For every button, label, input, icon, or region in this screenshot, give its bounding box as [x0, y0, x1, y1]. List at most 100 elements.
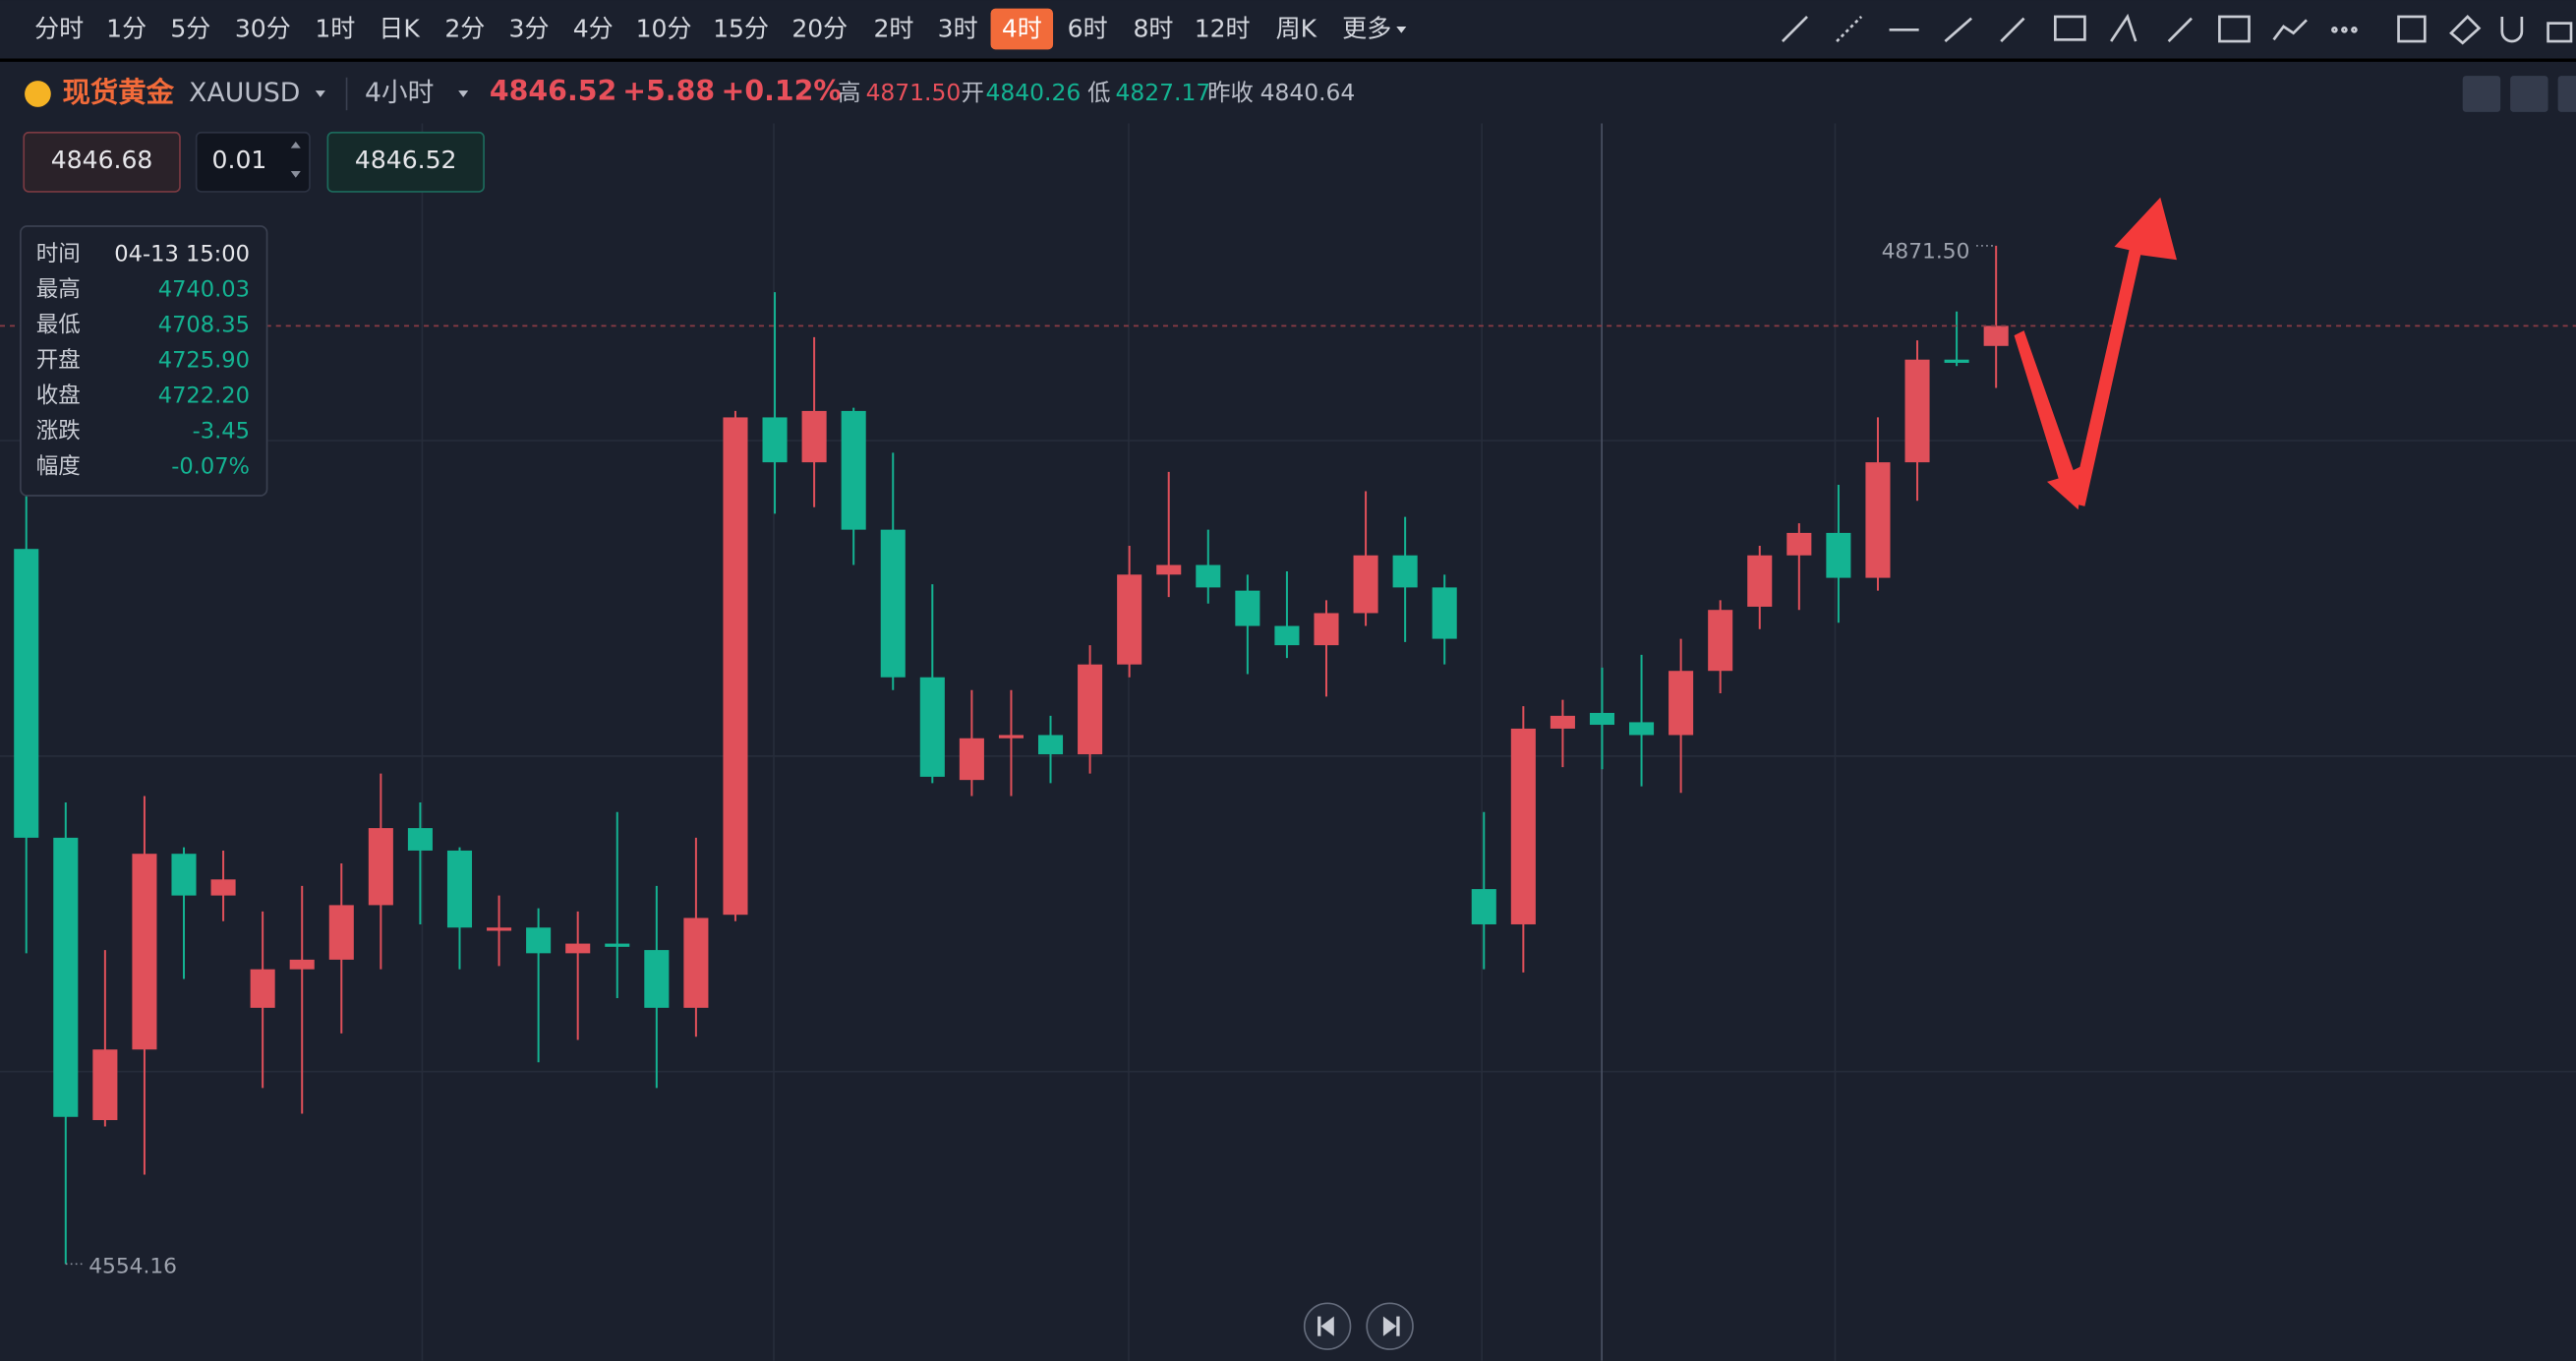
tool-icon[interactable] — [2110, 13, 2137, 42]
toolbar — [0, 0, 2576, 60]
candle-body — [328, 905, 354, 960]
candle-body — [1944, 359, 1969, 363]
candle-body — [1235, 590, 1260, 626]
tooltip-label: 时间 — [36, 242, 81, 267]
tool-icon[interactable] — [2167, 17, 2193, 42]
tool-icon[interactable] — [1782, 16, 1808, 42]
timeframe[interactable]: 4分 — [573, 14, 614, 42]
button[interactable] — [2510, 76, 2548, 112]
tool-icon[interactable] — [1944, 17, 1972, 43]
stat-value: 4840.64 — [1260, 79, 1356, 106]
timeframe[interactable]: 20分 — [791, 14, 848, 42]
timeframe[interactable]: 30分 — [235, 14, 291, 42]
candle-body — [1314, 613, 1339, 646]
candle-body — [132, 854, 157, 1050]
tool-icon[interactable] — [2547, 22, 2573, 43]
tool-icon[interactable] — [2272, 19, 2308, 41]
timeframe[interactable]: 10分 — [636, 14, 692, 42]
sell-box[interactable] — [23, 131, 181, 193]
timeframe[interactable]: 3时 — [938, 14, 978, 42]
high-label: 4871.50 — [1882, 240, 1970, 265]
symbol-code[interactable]: XAUUSD — [189, 78, 300, 108]
candle-body — [1629, 722, 1655, 736]
sell-price: 4846.68 — [51, 146, 153, 174]
candle-body — [526, 927, 552, 954]
dropdown-caret — [1396, 26, 1407, 33]
candle-body — [1510, 728, 1536, 924]
timeframe[interactable]: 2分 — [444, 14, 485, 42]
candle-body — [998, 735, 1024, 739]
timeframe[interactable]: 12时 — [1195, 14, 1251, 42]
spin-up[interactable] — [290, 141, 301, 148]
stat-value: 4871.50 — [866, 79, 962, 106]
tool-icon[interactable] — [2449, 15, 2482, 45]
candle-body — [801, 410, 827, 463]
button[interactable] — [2462, 76, 2501, 112]
candle-body — [1274, 625, 1300, 646]
tool-icon[interactable] — [2341, 26, 2348, 33]
tool-icon[interactable] — [2351, 26, 2358, 33]
spin-down[interactable] — [290, 171, 301, 178]
candle-body — [1432, 587, 1457, 639]
candle-body — [723, 417, 748, 916]
stat-label: 低 — [1087, 79, 1110, 106]
candle-body — [841, 410, 866, 530]
candle-body — [1669, 671, 1694, 736]
candle-body — [1471, 889, 1496, 924]
timeframe[interactable]: 3分 — [509, 14, 550, 42]
stat-label: 昨收 — [1207, 79, 1254, 106]
timeframe[interactable]: 1时 — [315, 14, 355, 42]
timeframe[interactable]: 8时 — [1133, 14, 1173, 42]
candle-body — [14, 549, 39, 838]
button[interactable] — [2557, 76, 2576, 112]
timeframe[interactable]: 15分 — [713, 14, 769, 42]
price: 4846.52 — [490, 75, 616, 107]
candle-body — [1708, 610, 1733, 672]
tool-icon[interactable] — [2053, 15, 2086, 41]
tooltip-value: 04-13 15:00 — [114, 242, 250, 267]
tooltip-value: -3.45 — [193, 418, 250, 444]
candle-body — [1156, 564, 1182, 575]
tool-icon[interactable] — [2000, 17, 2025, 42]
tool-icon[interactable] — [1836, 16, 1863, 42]
change: +5.88 — [622, 75, 715, 107]
tool-icon[interactable] — [2218, 15, 2251, 43]
tooltip-label: 收盘 — [36, 383, 81, 408]
drawing-tools — [1782, 13, 2573, 45]
candle-body — [1904, 359, 1930, 463]
timeframe[interactable]: 更多 — [1342, 14, 1391, 42]
timeframe[interactable]: 2时 — [873, 14, 913, 42]
timeframe[interactable]: 4时 — [1002, 14, 1042, 42]
tooltip — [20, 225, 268, 497]
tool-icon[interactable] — [2397, 15, 2427, 43]
stat-label: 高 — [838, 79, 860, 106]
timeframe[interactable]: 周K — [1276, 14, 1317, 42]
candle-body — [407, 828, 433, 851]
dropdown-caret — [315, 90, 325, 97]
timeframe[interactable]: 1分 — [106, 14, 146, 42]
tool-icon[interactable] — [2331, 26, 2338, 33]
timeframe[interactable]: 5分 — [170, 14, 210, 42]
candle-body — [250, 969, 275, 1008]
timeframe[interactable]: 日K — [379, 14, 420, 42]
candle-body — [1826, 532, 1851, 578]
timeframes: 分时 1分 5分 30分 1时 日K 2分 3分 4分 10分 15分 20分 2时 3时 4时 6时 8时 12… — [34, 8, 1407, 50]
change-pct: +0.12% — [722, 75, 842, 107]
candle-body — [644, 950, 670, 1008]
annotation-arrow — [2072, 197, 2177, 506]
tool-icon[interactable] — [2500, 16, 2524, 43]
candle-body — [1589, 712, 1615, 726]
candle-body — [1786, 532, 1812, 556]
timeframe[interactable]: 6时 — [1068, 14, 1108, 42]
candle-body — [1865, 462, 1891, 578]
nav-icon — [1317, 1316, 1321, 1336]
dropdown-caret — [458, 90, 469, 97]
period[interactable]: 4小时 — [365, 78, 434, 108]
tooltip-value: 4722.20 — [158, 383, 250, 408]
lots-input[interactable] — [195, 131, 311, 193]
buy-box[interactable] — [326, 131, 485, 193]
nav-icon — [1396, 1316, 1400, 1336]
timeframe[interactable]: 分时 — [34, 14, 84, 42]
tooltip-label: 最低 — [36, 313, 81, 338]
tooltip-label: 幅度 — [36, 453, 81, 479]
